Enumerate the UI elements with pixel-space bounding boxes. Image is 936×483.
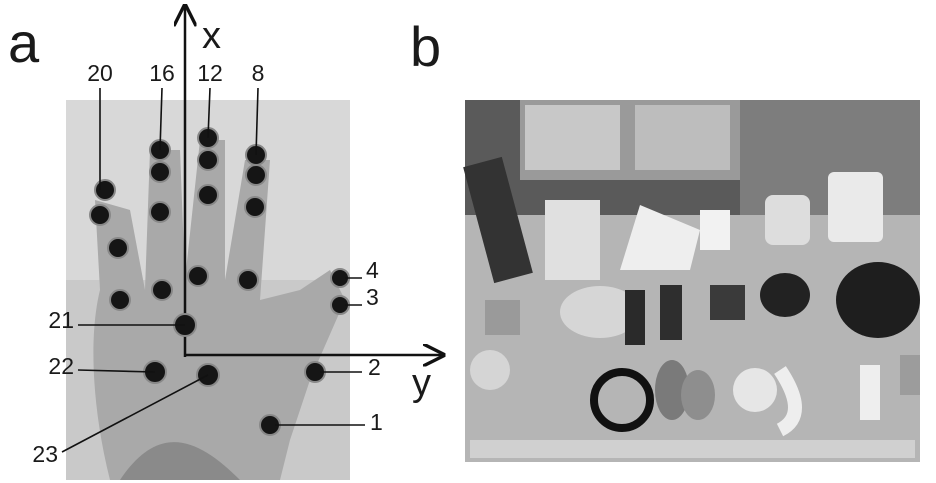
marker-label: 16	[149, 60, 175, 86]
axis-label: y	[412, 362, 431, 404]
marker-label: 4	[366, 257, 379, 283]
marker-label: 3	[366, 284, 379, 310]
objects-photo	[463, 100, 920, 462]
marker-label: 8	[252, 60, 265, 86]
marker-label: 22	[48, 353, 74, 379]
marker-label: 12	[197, 60, 223, 86]
panel-label: b	[410, 15, 441, 78]
panel-label: a	[8, 11, 40, 74]
marker-label: 1	[370, 409, 383, 435]
figure: a x y 20 16 12 8 4	[0, 0, 936, 483]
marker-label: 21	[48, 307, 74, 333]
marker-label: 23	[32, 441, 58, 467]
marker-label: 20	[87, 60, 113, 86]
axis-label: x	[202, 15, 221, 57]
marker-label: 2	[368, 354, 381, 380]
